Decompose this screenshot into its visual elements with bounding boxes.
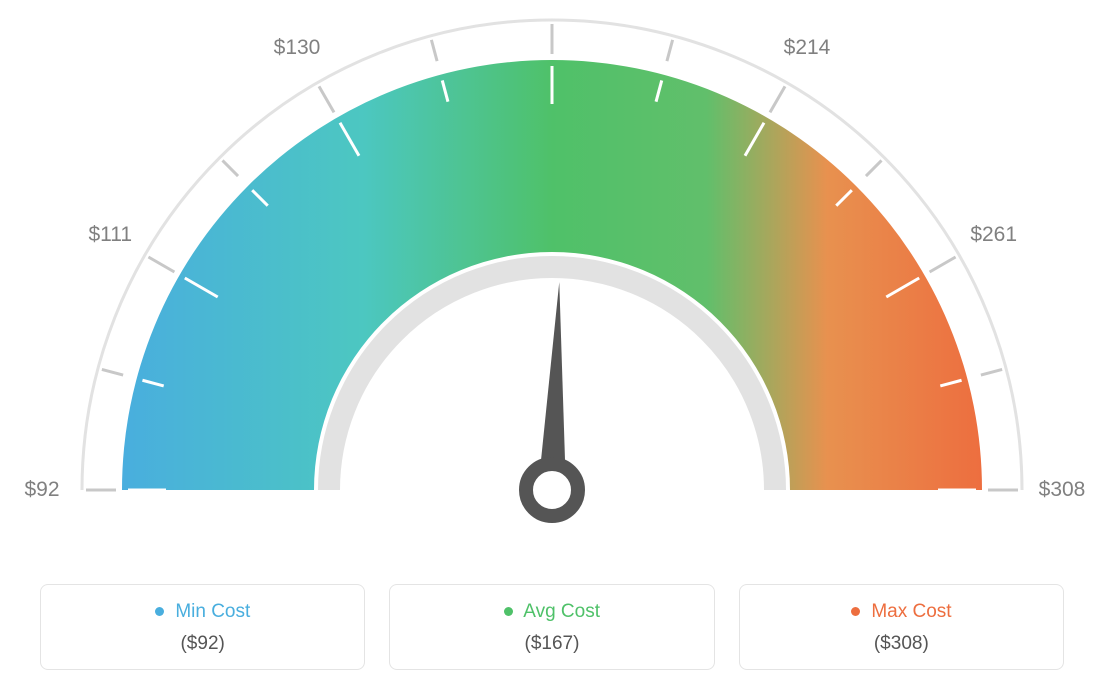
legend-row: Min Cost ($92) Avg Cost ($167) Max Cost … <box>40 584 1064 670</box>
legend-label-max-text: Max Cost <box>871 601 951 622</box>
legend-dot-avg <box>504 607 513 616</box>
gauge: $92$111$130$167$214$261$308 <box>0 0 1104 560</box>
legend-label-avg: Avg Cost <box>400 601 703 623</box>
gauge-tick-label: $92 <box>24 478 59 502</box>
gauge-tick-label: $308 <box>1039 478 1086 502</box>
gauge-chart-container: $92$111$130$167$214$261$308 Min Cost ($9… <box>0 0 1104 690</box>
legend-dot-min <box>155 607 164 616</box>
legend-card-avg: Avg Cost ($167) <box>389 584 714 670</box>
legend-label-min: Min Cost <box>51 601 354 623</box>
gauge-tick-label: $214 <box>784 36 831 60</box>
gauge-tick-label: $111 <box>89 223 133 247</box>
legend-label-max: Max Cost <box>750 601 1053 623</box>
legend-label-min-text: Min Cost <box>175 601 250 622</box>
legend-value-avg: ($167) <box>400 633 703 655</box>
gauge-tick-label: $130 <box>274 36 321 60</box>
legend-value-min: ($92) <box>51 633 354 655</box>
gauge-tick-label: $261 <box>970 223 1017 247</box>
legend-value-max: ($308) <box>750 633 1053 655</box>
legend-card-min: Min Cost ($92) <box>40 584 365 670</box>
legend-dot-max <box>851 607 860 616</box>
legend-card-max: Max Cost ($308) <box>739 584 1064 670</box>
legend-label-avg-text: Avg Cost <box>523 601 600 622</box>
